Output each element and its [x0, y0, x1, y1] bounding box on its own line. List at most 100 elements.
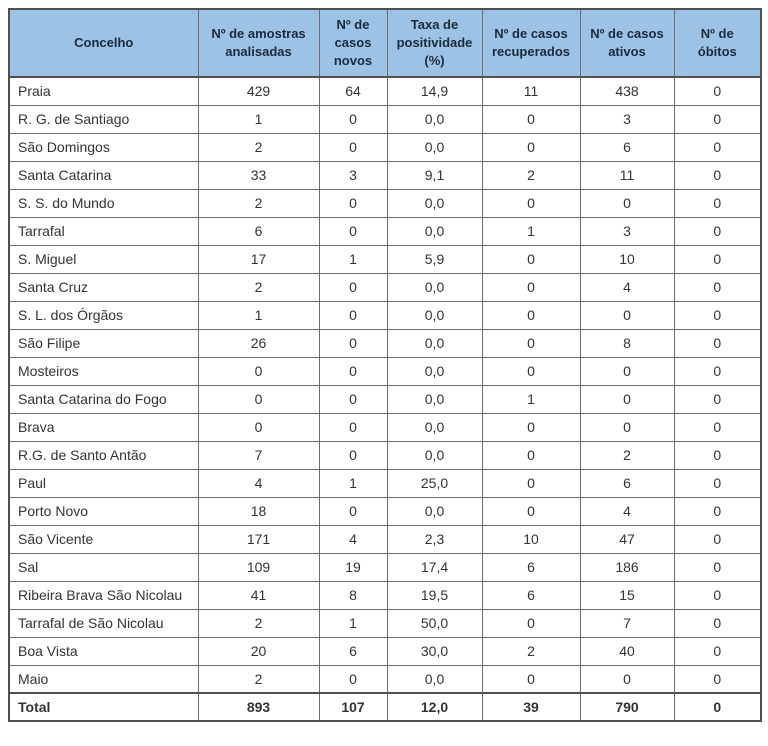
value-cell: 0: [481, 244, 581, 274]
value-cell: 0: [318, 664, 388, 694]
value-cell: 0: [481, 356, 581, 386]
value-cell: 0: [673, 300, 762, 330]
value-cell: 3: [579, 104, 675, 134]
value-cell: 0: [318, 440, 388, 470]
value-cell: 0: [673, 216, 762, 246]
column-header-3: Taxa de positividade (%): [386, 8, 483, 78]
table-row: Praia 429 64 14,9 11 438 0: [8, 76, 762, 106]
value-cell: 3: [318, 160, 388, 190]
concelho-cell: R.G. de Santo Antão: [8, 440, 199, 470]
column-header-2: Nº de casos novos: [318, 8, 388, 78]
value-cell: 64: [318, 76, 388, 106]
value-cell: 0: [481, 328, 581, 358]
value-cell: 0: [318, 216, 388, 246]
value-cell: 1: [318, 608, 388, 638]
value-cell: 17,4: [386, 552, 483, 582]
value-cell: 0,0: [386, 104, 483, 134]
value-cell: 0: [481, 412, 581, 442]
table-row: São Domingos 2 0 0,0 0 6 0: [8, 132, 762, 162]
value-cell: 40: [579, 636, 675, 666]
value-cell: 0: [318, 356, 388, 386]
value-cell: 6: [197, 216, 320, 246]
value-cell: 0: [197, 356, 320, 386]
table-row: Brava 0 0 0,0 0 0 0: [8, 412, 762, 442]
value-cell: 47: [579, 524, 675, 554]
value-cell: 0: [481, 664, 581, 694]
value-cell: 14,9: [386, 76, 483, 106]
column-header-1: Nº de amostras analisadas: [197, 8, 320, 78]
value-cell: 19: [318, 552, 388, 582]
concelho-cell: Santa Catarina: [8, 160, 199, 190]
value-cell: 2: [197, 272, 320, 302]
value-cell: 0: [673, 160, 762, 190]
concelho-cell: Santa Cruz: [8, 272, 199, 302]
value-cell: 0,0: [386, 272, 483, 302]
value-cell: 109: [197, 552, 320, 582]
concelho-cell: Brava: [8, 412, 199, 442]
value-cell: 0: [481, 608, 581, 638]
concelho-cell: Sal: [8, 552, 199, 582]
table-row: Paul 4 1 25,0 0 6 0: [8, 468, 762, 498]
value-cell: 0: [673, 272, 762, 302]
value-cell: 2: [197, 608, 320, 638]
concelho-cell: Santa Catarina do Fogo: [8, 384, 199, 414]
value-cell: 0,0: [386, 188, 483, 218]
concelho-cell: Boa Vista: [8, 636, 199, 666]
concelho-cell: São Filipe: [8, 328, 199, 358]
value-cell: 0: [673, 468, 762, 498]
value-cell: 4: [579, 496, 675, 526]
table-row: Boa Vista 20 6 30,0 2 40 0: [8, 636, 762, 666]
value-cell: 2: [579, 440, 675, 470]
table-row: S. S. do Mundo 2 0 0,0 0 0 0: [8, 188, 762, 218]
value-cell: 1: [481, 384, 581, 414]
value-cell: 0: [673, 188, 762, 218]
value-cell: 0: [318, 328, 388, 358]
value-cell: 171: [197, 524, 320, 554]
value-cell: 429: [197, 76, 320, 106]
value-cell: 0: [673, 664, 762, 694]
total-label-cell: Total: [8, 692, 199, 722]
value-cell: 0: [318, 132, 388, 162]
value-cell: 0: [481, 496, 581, 526]
value-cell: 0: [673, 636, 762, 666]
value-cell: 20: [197, 636, 320, 666]
value-cell: 6: [481, 580, 581, 610]
table-row: Ribeira Brava São Nicolau 41 8 19,5 6 15 0: [8, 580, 762, 610]
table-row: R. G. de Santiago 1 0 0,0 0 3 0: [8, 104, 762, 134]
value-cell: 8: [318, 580, 388, 610]
column-header-0: Concelho: [8, 8, 199, 78]
value-cell: 0: [579, 356, 675, 386]
value-cell: 9,1: [386, 160, 483, 190]
table-row: Santa Catarina do Fogo 0 0 0,0 1 0 0: [8, 384, 762, 414]
value-cell: 6: [579, 132, 675, 162]
total-value-cell: 790: [579, 692, 675, 722]
concelho-cell: Tarrafal de São Nicolau: [8, 608, 199, 638]
value-cell: 0: [318, 188, 388, 218]
value-cell: 0: [673, 552, 762, 582]
column-header-6: Nº de óbitos: [673, 8, 762, 78]
concelho-cell: Paul: [8, 468, 199, 498]
value-cell: 0: [673, 412, 762, 442]
value-cell: 1: [481, 216, 581, 246]
table-row: Maio 2 0 0,0 0 0 0: [8, 664, 762, 694]
value-cell: 26: [197, 328, 320, 358]
value-cell: 0: [673, 132, 762, 162]
value-cell: 2: [197, 664, 320, 694]
value-cell: 4: [579, 272, 675, 302]
value-cell: 8: [579, 328, 675, 358]
table-row: Mosteiros 0 0 0,0 0 0 0: [8, 356, 762, 386]
value-cell: 50,0: [386, 608, 483, 638]
value-cell: 0: [673, 76, 762, 106]
concelho-cell: S. S. do Mundo: [8, 188, 199, 218]
value-cell: 2: [197, 188, 320, 218]
value-cell: 0: [481, 468, 581, 498]
table-row: S. L. dos Órgãos 1 0 0,0 0 0 0: [8, 300, 762, 330]
value-cell: 0: [481, 440, 581, 470]
concelho-cell: R. G. de Santiago: [8, 104, 199, 134]
value-cell: 2: [481, 636, 581, 666]
value-cell: 438: [579, 76, 675, 106]
value-cell: 5,9: [386, 244, 483, 274]
value-cell: 0,0: [386, 412, 483, 442]
value-cell: 0: [673, 328, 762, 358]
